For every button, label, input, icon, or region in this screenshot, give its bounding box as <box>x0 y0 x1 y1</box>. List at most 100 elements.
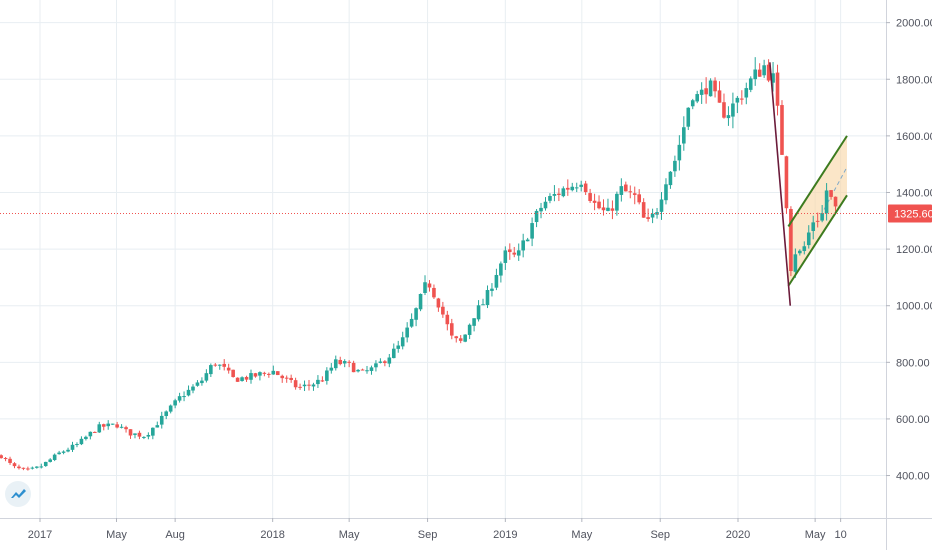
candle-body <box>494 274 499 288</box>
candle-body <box>200 380 204 384</box>
candle-body <box>133 433 137 435</box>
candle-body <box>231 369 235 377</box>
candle-body <box>191 386 195 391</box>
candle-body <box>333 359 338 369</box>
candle-body <box>151 427 155 436</box>
candle-body <box>624 184 628 192</box>
candle-body <box>177 396 182 401</box>
candle-body <box>619 186 624 195</box>
candle-body <box>84 436 88 440</box>
candle-body <box>708 80 713 97</box>
y-tick-label: 1400.00 <box>896 187 932 199</box>
candle-body <box>124 427 128 430</box>
candle-body <box>405 327 409 338</box>
tradingview-logo[interactable] <box>5 481 31 507</box>
x-tick-label: 10 <box>835 529 847 541</box>
candle-body <box>351 362 356 373</box>
candle-body <box>30 467 35 469</box>
candle-body <box>641 202 646 218</box>
candle-body <box>543 201 548 209</box>
candle-body <box>391 348 396 359</box>
candle-body <box>329 367 334 371</box>
candle-body <box>726 115 731 119</box>
candle-body <box>592 200 597 203</box>
candle-body <box>650 213 655 218</box>
candle-body <box>302 384 307 387</box>
candle-body <box>365 370 369 372</box>
candle-body <box>325 370 329 381</box>
candle-body <box>423 282 427 294</box>
candle-body <box>557 193 561 195</box>
x-tick-label: Sep <box>650 529 670 541</box>
y-tick-label: 400.00 <box>896 471 930 483</box>
candle-body <box>186 389 191 396</box>
candle-body <box>731 103 735 117</box>
candle-body <box>771 73 775 83</box>
candle-body <box>316 379 320 385</box>
x-tick-label: May <box>106 529 127 541</box>
candle-body <box>561 188 566 197</box>
last-price-badge <box>888 204 932 223</box>
candle-body <box>427 283 432 288</box>
candle-body <box>97 424 102 433</box>
candle-body <box>387 357 392 364</box>
candle-body <box>744 88 749 98</box>
candle-body <box>155 425 160 428</box>
candle-body <box>222 363 227 367</box>
candle-body <box>432 287 436 298</box>
candle-body <box>530 223 534 239</box>
candle-body <box>811 222 816 231</box>
candle-body <box>699 89 704 95</box>
candle-body <box>628 191 633 193</box>
candle-body <box>775 72 780 106</box>
candle-body <box>833 196 838 207</box>
candle-body <box>463 334 467 342</box>
candle-body <box>75 444 79 446</box>
x-tick-label: May <box>571 529 592 541</box>
y-tick-label: 800.00 <box>896 357 930 369</box>
candle-body <box>142 436 146 438</box>
candle-body <box>574 187 579 189</box>
candle-body <box>704 88 708 95</box>
candle-body <box>249 373 253 380</box>
candle-body <box>637 194 641 203</box>
candle-body <box>606 207 610 211</box>
candle-body <box>454 336 459 339</box>
candle-body <box>677 144 682 161</box>
candle-body <box>802 246 807 252</box>
candle-body <box>235 377 240 382</box>
candle-body <box>226 367 231 371</box>
candle-body <box>414 308 418 320</box>
candle-body <box>610 208 615 211</box>
candle-body <box>159 415 164 425</box>
candle-body <box>499 263 503 276</box>
x-tick-label: 2020 <box>726 529 750 541</box>
candle-body <box>280 375 285 379</box>
candle-body <box>110 423 115 425</box>
candle-body <box>789 209 793 272</box>
candle-body <box>418 293 423 310</box>
x-tick-label: 2019 <box>493 529 517 541</box>
candle-body <box>646 217 650 219</box>
candle-body <box>534 210 539 223</box>
candle-body <box>441 306 445 315</box>
candle-body <box>342 361 347 364</box>
x-tick-label: 2018 <box>260 529 284 541</box>
candle-body <box>664 184 668 201</box>
candle-body <box>735 97 740 103</box>
candle-body <box>467 324 472 335</box>
candle-body <box>275 371 280 376</box>
candle-body <box>8 458 12 463</box>
candle-body <box>748 78 753 90</box>
candle-body <box>267 373 271 375</box>
candle-body <box>383 361 387 364</box>
candle-body <box>48 459 52 462</box>
y-tick-label: 1200.00 <box>896 244 932 256</box>
channel-upper-line <box>787 135 848 227</box>
candle-body <box>784 156 789 209</box>
y-tick-label: 1600.00 <box>896 131 932 143</box>
candle-body <box>632 193 637 195</box>
candle-body <box>673 160 677 172</box>
